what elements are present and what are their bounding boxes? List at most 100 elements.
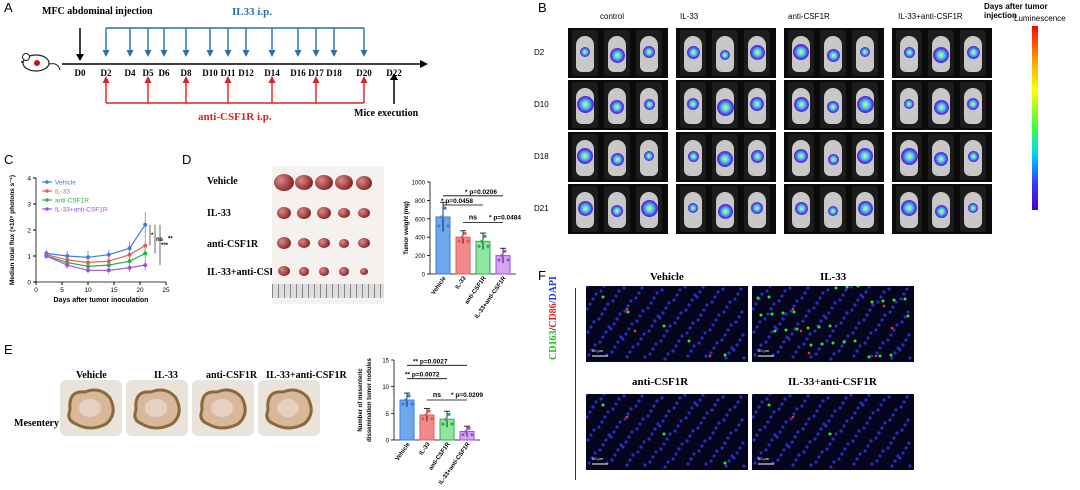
tumor-specimen [358, 208, 370, 219]
data-point [401, 402, 405, 406]
sig-mark: ** [168, 236, 173, 242]
y-axis-label: dissemination tumor nodules [367, 358, 373, 442]
il33-arrowhead [242, 50, 250, 57]
day-label: D11 [220, 68, 236, 78]
csf1r-arrowhead [182, 76, 190, 83]
mouse-image [680, 186, 706, 232]
imaging-col-title: IL-33 [680, 12, 699, 21]
data-point [500, 254, 504, 258]
data-point [127, 252, 132, 257]
mouse-image [680, 82, 706, 128]
il33-arrowhead [126, 50, 134, 57]
data-point [497, 258, 501, 262]
luminescence-colorbar [1032, 26, 1038, 210]
if-image: 50 μm [586, 394, 748, 470]
if-title-il33: IL-33 [820, 271, 847, 283]
data-point [421, 417, 425, 421]
y-tick-label: 200 [415, 254, 426, 260]
data-point [407, 394, 411, 398]
il33-arrowhead [144, 50, 152, 57]
tumor-label-anti: anti-CSF1R [207, 239, 259, 250]
panel-f-letter: F [538, 268, 546, 283]
day-label: D20 [356, 68, 372, 78]
day-label: D2 [101, 68, 112, 78]
imaging-row-label: D21 [534, 204, 549, 213]
imaging-tile [676, 184, 776, 234]
x-axis-label: Days after tumor inoculation [54, 297, 149, 304]
data-point [86, 255, 90, 260]
imaging-row-label: D10 [534, 100, 549, 109]
y-tick-label: 600 [415, 217, 426, 223]
il33-arrowhead [330, 50, 338, 57]
day-label: D17 [308, 68, 324, 78]
mesentery-photos [60, 380, 330, 450]
panel-c-letter: C [4, 152, 14, 167]
if-image: 50 μm [752, 286, 914, 362]
data-point [410, 402, 414, 406]
mouse-image [960, 30, 986, 76]
csf1r-arrowhead [268, 76, 276, 83]
mouse-image [896, 186, 922, 232]
x-tick-label: Vehicle [395, 441, 412, 462]
data-point [440, 215, 444, 219]
il33-arrowhead [268, 50, 276, 57]
imaging-tile [784, 132, 884, 182]
data-point [404, 398, 408, 402]
y-axis-label: Number of mesenteric [358, 368, 364, 432]
mouse-image [852, 30, 878, 76]
mouse-image [636, 186, 662, 232]
p-value: ns [433, 392, 441, 399]
day-label: D8 [181, 68, 192, 78]
mesentery-photo [126, 380, 188, 436]
il33-arrows [102, 28, 368, 57]
p-value: ns [469, 214, 477, 221]
imaging-grid: control IL-33 anti-CSF1R IL-33+anti-CSF1R D2… [534, 12, 1020, 234]
y-tick-label: 1 [27, 254, 31, 261]
mes-label-combo: IL-33+anti-CSF1R [266, 370, 347, 381]
panel-b-letter: B [538, 0, 547, 15]
il33-arrowhead [312, 50, 320, 57]
tumor-label-vehicle: Vehicle [207, 176, 238, 187]
p-value: ** p=0.0027 [413, 358, 448, 365]
x-tick-label: 20 [136, 287, 144, 294]
csf1r-arrowhead [144, 76, 152, 83]
panel-a-letter: A [4, 0, 13, 15]
mes-label-anti: anti-CSF1R [206, 370, 258, 381]
csf1r-arrowhead [224, 76, 232, 83]
mouse-image [960, 134, 986, 180]
mouse-image [896, 30, 922, 76]
mouse-image [820, 186, 846, 232]
mouse-image [960, 82, 986, 128]
x-tick-label: Vehicle [431, 275, 448, 296]
mouse-image [636, 82, 662, 128]
y-axis-label: Tumor weight (mg) [404, 201, 410, 255]
scale-bar-label: 50 μm [592, 348, 604, 353]
data-point [467, 426, 471, 430]
data-point [127, 246, 132, 251]
mesentery-photo [60, 380, 122, 436]
il33-arrowhead [224, 50, 232, 57]
imaging-tile [892, 184, 992, 234]
x-tick-label: 0 [34, 287, 38, 294]
y-tick-label: 800 [415, 199, 426, 205]
legend-label: IL-33+anti-CSF1R [55, 207, 108, 214]
tumor-photo [272, 166, 384, 304]
data-point [437, 224, 441, 228]
if-images: 50 μm 50 μm 50 μm 50 μm [586, 286, 918, 486]
imaging-tile [568, 80, 668, 130]
day-labels: D0 D2 D4 D5 D6 D8 D10 D11 D12 D14 D16 D17 D18 D20 D22 [75, 68, 403, 78]
nodule-bar-chart: 0 5 10 15 Number of mesenteric dissemination … [358, 358, 483, 486]
legend-label: anti-CSF1R [55, 198, 89, 205]
scale-bar-label: 50 μm [592, 456, 604, 461]
p-value: ** p=0.0072 [405, 372, 440, 379]
mouse-image [604, 82, 630, 128]
imaging-tile [892, 132, 992, 182]
imaging-col-title: control [600, 12, 625, 21]
imaging-tile [676, 80, 776, 130]
y-tick-label: 2 [27, 228, 31, 235]
ruler [272, 284, 384, 298]
day-label: D0 [75, 68, 86, 78]
data-point [65, 263, 70, 268]
tumor-label-il33: IL-33 [207, 208, 231, 219]
data-point [461, 433, 465, 437]
